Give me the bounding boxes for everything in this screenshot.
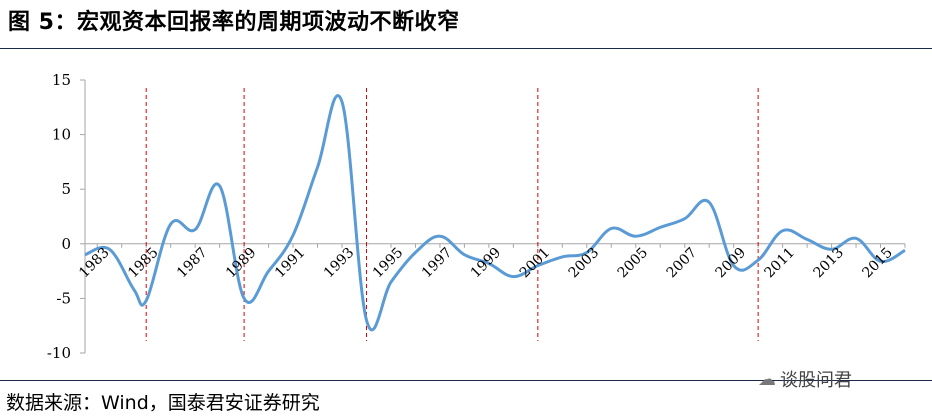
x-tick-label: 1989 — [223, 245, 260, 282]
x-tick-label: 2003 — [566, 245, 603, 282]
y-tick-label: -5 — [56, 289, 71, 307]
bottom-divider — [0, 380, 932, 381]
figure-title: 图 5：宏观资本回报率的周期项波动不断收窄 — [8, 10, 460, 35]
series-line — [84, 93, 906, 332]
x-tick-label: 1995 — [370, 245, 407, 282]
y-tick-label: 15 — [52, 71, 71, 89]
watermark-label: 谈股问君 — [780, 370, 852, 391]
y-tick-label: 0 — [61, 235, 71, 253]
x-tick-label: 2015 — [859, 245, 896, 282]
x-tick-label: 1987 — [174, 245, 211, 282]
y-tick-label: 5 — [61, 180, 71, 198]
y-tick-label: 10 — [52, 126, 71, 144]
wechat-icon: ☁ — [758, 368, 776, 390]
top-divider — [0, 48, 932, 49]
x-tick-label: 2005 — [615, 245, 652, 282]
x-tick-label: 1999 — [468, 245, 505, 282]
source-note: 数据来源：Wind，国泰君安证券研究 — [6, 392, 320, 414]
x-tick-label: 1991 — [272, 245, 309, 282]
x-tick-label: 1993 — [321, 245, 358, 282]
y-tick-label: -10 — [47, 344, 71, 362]
watermark: ☁ 谈股问君 — [758, 366, 852, 392]
x-tick-label: 2007 — [664, 245, 701, 282]
x-tick-label: 1997 — [419, 245, 456, 282]
x-tick-label: 2009 — [713, 245, 750, 282]
